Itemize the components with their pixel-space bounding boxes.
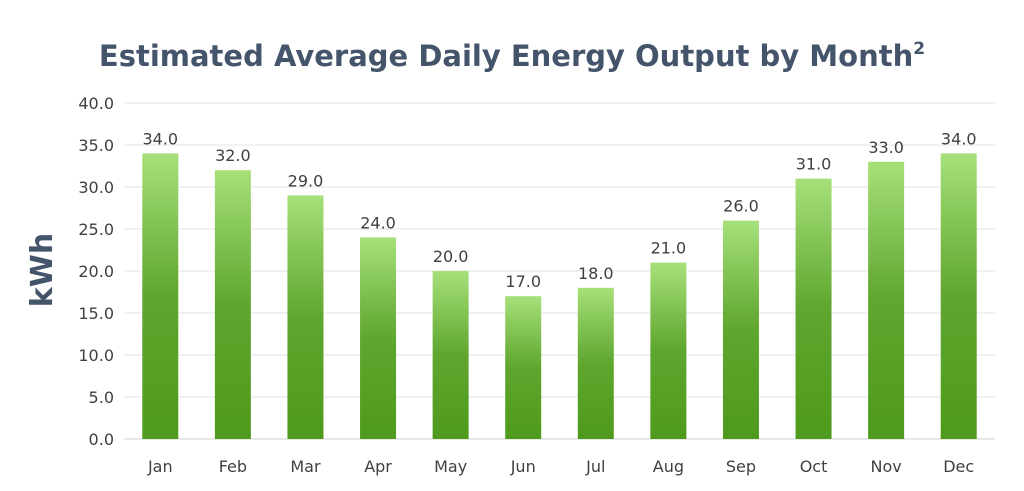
y-tick-label: 20.0 [78,262,114,281]
chart-title-text: Estimated Average Daily Energy Output by… [99,39,913,73]
data-label-feb: 32.0 [215,146,251,165]
bar-dec [940,153,977,439]
bar-nov [868,161,905,440]
y-tick-label: 35.0 [78,136,114,155]
x-tick-label-may: May [434,457,467,476]
bar-feb [214,170,251,439]
data-label-apr: 24.0 [360,213,396,232]
x-tick-label-sep: Sep [726,457,756,476]
y-tick-label: 0.0 [89,430,114,449]
x-tick-label-jan: Jan [147,457,173,476]
x-tick-label-nov: Nov [871,457,902,476]
data-labels: 34.0 32.0 29.0 24.0 20.0 17.0 18.0 21.0 26.0 31.0… [142,129,976,291]
bar-sep [722,220,759,439]
y-tick-label: 30.0 [78,178,114,197]
y-tick-label: 5.0 [89,388,114,407]
data-label-jul: 18.0 [578,264,614,283]
y-tick-label: 40.0 [78,94,114,113]
bar-mar [287,195,324,439]
data-label-may: 20.0 [433,247,469,266]
data-label-mar: 29.0 [288,171,324,190]
x-tick-label-oct: Oct [800,457,828,476]
data-label-oct: 31.0 [796,155,832,174]
chart-title-superscript: 2 [913,39,925,59]
bar-jul [577,287,614,439]
bar-oct [795,178,832,439]
bars [142,153,977,440]
x-tick-label-dec: Dec [943,457,974,476]
data-label-jan: 34.0 [142,129,178,148]
data-label-aug: 21.0 [651,239,687,258]
bar-apr [360,237,397,439]
x-tick-label-aug: Aug [653,457,684,476]
bar-jun [505,296,542,439]
data-label-sep: 26.0 [723,197,759,216]
data-label-jun: 17.0 [505,272,541,291]
y-axis-label: kWh [25,233,60,307]
data-label-nov: 33.0 [868,138,904,157]
x-tick-label-mar: Mar [290,457,321,476]
gridlines [124,102,995,440]
y-axis-ticks: 0.0 5.0 10.0 15.0 20.0 25.0 30.0 35.0 40.0 [78,94,114,449]
chart-title: Estimated Average Daily Energy Output by… [99,39,925,73]
y-tick-label: 15.0 [78,304,114,323]
bar-may [432,271,469,439]
x-tick-label-feb: Feb [219,457,247,476]
data-label-dec: 34.0 [941,129,977,148]
x-axis-ticks: Jan Feb Mar Apr May Jun Jul Aug Sep Oct Nov Dec [147,457,974,476]
y-tick-label: 10.0 [78,346,114,365]
x-tick-label-jun: Jun [510,457,536,476]
y-tick-label: 25.0 [78,220,114,239]
x-tick-label-apr: Apr [364,457,392,476]
x-tick-label-jul: Jul [585,457,605,476]
bar-aug [650,262,687,439]
bar-jan [142,153,179,439]
